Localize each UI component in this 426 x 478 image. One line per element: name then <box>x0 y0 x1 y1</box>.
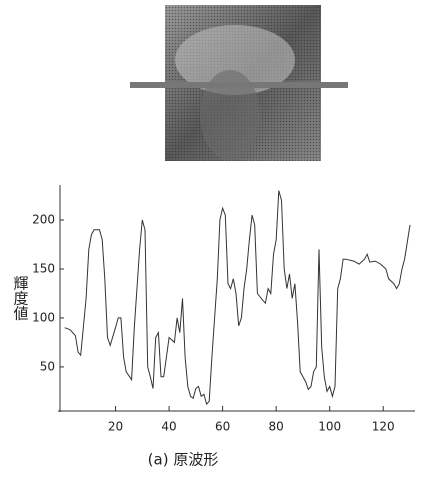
caption: (a) 原波形 <box>148 451 219 469</box>
y-tick-label: 50 <box>40 359 55 373</box>
y-tick-label: 150 <box>32 261 55 275</box>
series-line <box>64 190 411 406</box>
x-tick-label: 40 <box>161 420 176 434</box>
photo <box>130 5 348 161</box>
x-tick-label: 20 <box>108 420 123 434</box>
x-tick-label: 80 <box>269 420 284 434</box>
y-tick-label: 100 <box>32 310 55 324</box>
y-axis-label: 輝度値 <box>12 276 30 321</box>
x-tick-label: 60 <box>215 420 230 434</box>
x-tick-label: 120 <box>372 420 395 434</box>
y-tick-label: 200 <box>32 212 55 226</box>
x-tick-label: 100 <box>318 420 341 434</box>
